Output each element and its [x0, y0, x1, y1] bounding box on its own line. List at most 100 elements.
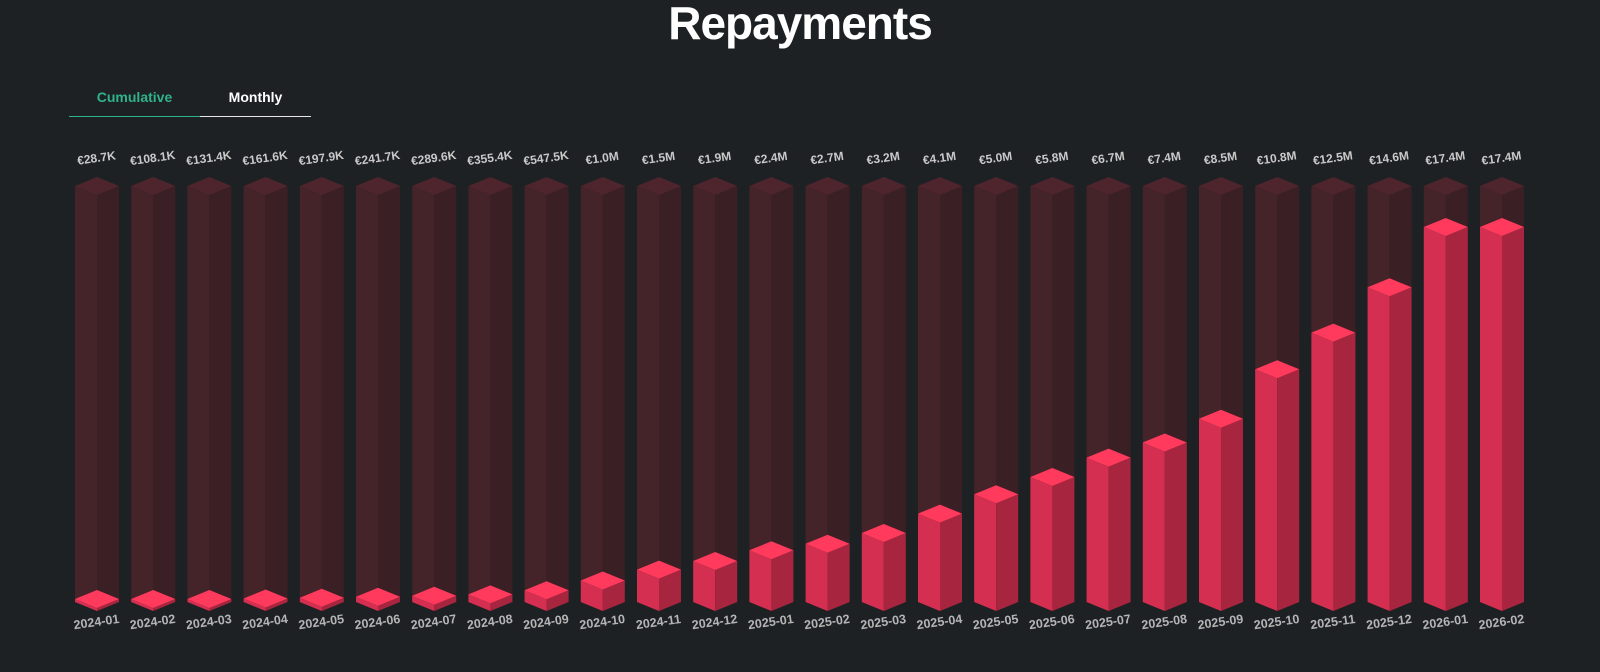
bar-track-top — [131, 177, 176, 195]
bar-group[interactable]: €2.4M 2025-01 — [747, 149, 794, 632]
bar-group[interactable]: €10.8M 2025-10 — [1253, 148, 1300, 632]
bar-top — [131, 590, 176, 608]
bar-track-top — [1142, 177, 1187, 195]
bar-group[interactable]: €5.0M 2025-05 — [972, 149, 1019, 632]
bar-front — [412, 595, 435, 611]
tab-monthly[interactable]: Monthly — [200, 82, 311, 117]
bar-value-label: €1.5M — [641, 149, 676, 168]
bar-track-top — [75, 177, 119, 195]
bar-track-top — [468, 177, 513, 195]
bar-side — [1164, 442, 1187, 611]
view-tabs: Cumulative Monthly — [69, 82, 311, 118]
bar-track-side — [715, 186, 738, 611]
bar-top — [974, 485, 1019, 504]
bar-value-label: €5.8M — [1034, 149, 1069, 168]
bar-track-front — [299, 186, 322, 611]
bar-value-label: €131.4K — [185, 148, 232, 168]
bar-group[interactable]: €17.4M 2026-01 — [1422, 148, 1469, 632]
bar-value-label: €197.9K — [298, 148, 345, 168]
bar-value-label: €2.4M — [753, 149, 788, 168]
bar-group[interactable]: €17.4M 2026-02 — [1478, 148, 1525, 632]
bar-group[interactable]: €547.5K 2024-09 — [522, 148, 569, 632]
bar-track-top — [805, 177, 850, 195]
bar-top — [1199, 409, 1243, 428]
bar-group[interactable]: €1.9M 2024-12 — [691, 149, 738, 632]
bar-track-side — [434, 186, 457, 611]
x-tick-label: 2025-01 — [747, 612, 794, 632]
bar-value-label: €547.5K — [523, 148, 570, 168]
tab-cumulative[interactable]: Cumulative — [69, 82, 200, 117]
x-tick-label: 2024-09 — [522, 612, 569, 632]
bar-value-label: €355.4K — [466, 148, 513, 168]
bar-front — [1423, 226, 1446, 611]
x-tick-label: 2025-03 — [860, 612, 907, 632]
bar-front — [1030, 476, 1053, 611]
bar-top — [861, 524, 906, 543]
x-tick-label: 2025-05 — [972, 612, 1019, 632]
bar-track-top — [1367, 177, 1412, 195]
bar-top — [1367, 278, 1412, 297]
bar-front — [1311, 332, 1334, 611]
bar-group[interactable]: €355.4K 2024-08 — [466, 148, 513, 632]
bar-group[interactable]: €8.5M 2025-09 — [1197, 149, 1244, 632]
bar-value-label: €17.4M — [1481, 148, 1523, 167]
bar-front — [693, 561, 716, 611]
bar-group[interactable]: €241.7K 2024-06 — [354, 148, 401, 632]
bar-side — [883, 533, 906, 611]
bar-front — [1199, 418, 1221, 611]
bar-front — [75, 599, 97, 611]
bar-value-label: €7.4M — [1147, 149, 1182, 168]
bar-group[interactable]: €2.7M 2025-02 — [803, 149, 850, 632]
bar-group[interactable]: €4.1M 2025-04 — [916, 149, 963, 632]
x-tick-label: 2025-07 — [1084, 612, 1131, 632]
bar-side — [97, 599, 119, 611]
bar-group[interactable]: €108.1K 2024-02 — [129, 148, 176, 632]
bar-track-top — [243, 177, 288, 195]
x-tick-label: 2025-10 — [1253, 612, 1300, 632]
bar-top — [1142, 433, 1187, 452]
bar-front — [580, 580, 603, 611]
bar-track-front — [861, 186, 884, 611]
bar-top — [1311, 323, 1356, 342]
bar-group[interactable]: €7.4M 2025-08 — [1141, 149, 1188, 632]
x-tick-label: 2024-08 — [466, 612, 513, 632]
bar-group[interactable]: €1.5M 2024-11 — [635, 149, 682, 632]
bar-track-side — [546, 186, 569, 611]
bar-side — [490, 594, 513, 611]
bar-track-top — [1030, 177, 1075, 195]
bar-front — [299, 597, 322, 611]
bar-side — [1389, 287, 1412, 611]
bar-group[interactable]: €197.9K 2024-05 — [298, 148, 345, 632]
bar-value-label: €241.7K — [354, 148, 401, 168]
bar-group[interactable]: €1.0M 2024-10 — [579, 149, 626, 632]
bar-track-top — [187, 177, 232, 195]
bar-value-label: €6.7M — [1091, 149, 1126, 168]
bar-front — [187, 599, 210, 611]
bar-track-top — [299, 177, 344, 195]
bar-group[interactable]: €289.6K 2024-07 — [410, 148, 457, 632]
bar-group[interactable]: €161.6K 2024-04 — [241, 148, 288, 632]
bar-side — [321, 597, 344, 611]
bar-track-front — [75, 186, 97, 611]
bar-top — [75, 590, 119, 608]
bar-group[interactable]: €131.4K 2024-03 — [185, 148, 232, 632]
bar-group[interactable]: €5.8M 2025-06 — [1028, 149, 1075, 632]
bar-front — [805, 543, 828, 611]
bar-value-label: €28.7K — [76, 148, 117, 167]
bar-track-top — [693, 177, 738, 195]
bar-value-label: €289.6K — [410, 148, 457, 168]
x-tick-label: 2024-03 — [185, 612, 232, 632]
x-tick-label: 2025-06 — [1028, 612, 1075, 632]
bar-front — [1255, 369, 1278, 611]
bar-group[interactable]: €3.2M 2025-03 — [860, 149, 907, 632]
bar-group[interactable]: €14.6M 2025-12 — [1365, 148, 1412, 632]
bar-side — [1052, 476, 1075, 611]
bar-value-label: €2.7M — [810, 149, 845, 168]
bar-group[interactable]: €6.7M 2025-07 — [1084, 149, 1131, 632]
bar-value-label: €8.5M — [1203, 149, 1238, 168]
bar-group[interactable]: €12.5M 2025-11 — [1309, 148, 1356, 632]
bar-group[interactable]: €28.7K 2024-01 — [73, 148, 120, 632]
bar-value-label: €108.1K — [129, 148, 176, 168]
bar-track-top — [749, 177, 794, 195]
bar-track-front — [243, 186, 266, 611]
